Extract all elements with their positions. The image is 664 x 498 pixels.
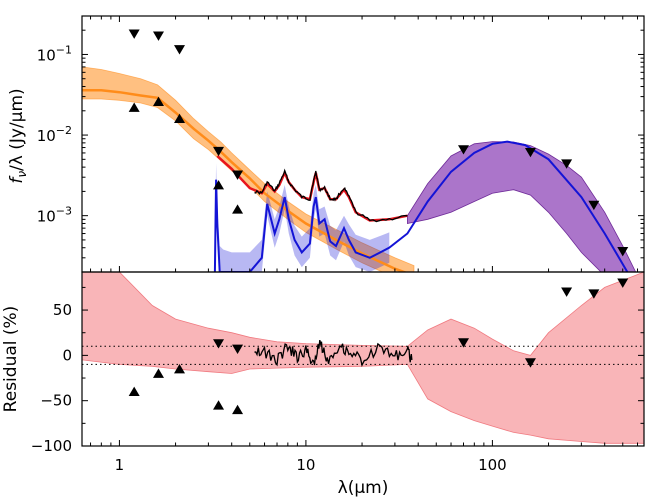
dust-model-line — [213, 140, 629, 272]
residual-up-marker — [152, 368, 164, 378]
y-tick-label-residual: −50 — [40, 392, 72, 410]
residual-up-marker — [232, 404, 244, 415]
y-tick-label-residual: 0 — [62, 346, 72, 364]
axes-frame — [81, 15, 645, 447]
residual-panel-frame — [81, 271, 645, 447]
residual-down-marker — [588, 289, 600, 299]
y-tick-label-residual: 50 — [53, 301, 72, 319]
sed-upper-limit-marker — [128, 29, 140, 39]
y-tick-label-sed: 10−3 — [37, 205, 72, 226]
residual-down-marker — [524, 358, 536, 368]
residual-up-marker — [213, 400, 225, 410]
sed-upper-limit-marker — [617, 247, 629, 257]
sed-lower-limit-marker — [152, 96, 164, 107]
residual-down-marker — [561, 287, 573, 297]
sed-upper-limit-marker — [152, 31, 164, 41]
sed-upper-limit-marker — [213, 146, 225, 157]
x-tick-label: 10 — [296, 456, 315, 474]
residual-up-marker — [128, 386, 140, 397]
x-tick-label: 1 — [115, 456, 125, 474]
far-ir-envelope-band — [407, 141, 637, 272]
residual-uncertainty-band — [82, 272, 644, 444]
sed-upper-limit-marker — [232, 170, 244, 180]
stellar-model-line — [82, 88, 408, 272]
y-tick-label-sed: 10−1 — [37, 44, 72, 65]
y-axis-label-sed: fν/λ (Jy/μm) — [7, 88, 29, 183]
y-tick-label-sed: 10−2 — [37, 124, 72, 145]
residual-down-marker — [213, 339, 225, 349]
residual-panel — [82, 272, 644, 444]
sed-lower-limit-marker — [232, 204, 244, 214]
sed-upper-limit-marker — [588, 200, 600, 211]
sed-upper-limit-marker — [561, 159, 573, 169]
residual-plot-area — [82, 272, 644, 444]
sed-plot-area — [82, 66, 637, 272]
observed-spectrum-line — [254, 168, 408, 223]
residual-down-marker — [232, 344, 244, 354]
sed-lower-limit-marker — [174, 113, 186, 124]
residual-down-marker — [458, 338, 470, 348]
residual-down-marker — [617, 278, 629, 288]
tick-marks — [82, 16, 644, 447]
y-tick-label-residual: −100 — [31, 437, 72, 455]
residual-spectrum-line — [254, 339, 413, 368]
y-axis-label-residual: Residual (%) — [1, 306, 21, 413]
sed-upper-limit-marker — [524, 147, 536, 158]
x-tick-label: 100 — [478, 456, 507, 474]
sed-lower-limit-marker — [128, 102, 140, 112]
sed-panel-frame — [81, 15, 645, 273]
sed-upper-limit-marker — [174, 45, 186, 55]
axis-labels: 1 10 100 10−3 10−2 10−1 −100 −50 0 50 λ(μm) fν/λ (J… — [1, 44, 507, 498]
residual-up-marker — [174, 364, 186, 374]
sed-upper-limit-marker — [458, 145, 470, 155]
sed-lower-limit-marker — [213, 180, 225, 190]
x-axis-label: λ(μm) — [338, 478, 389, 498]
sed-panel — [82, 29, 637, 272]
